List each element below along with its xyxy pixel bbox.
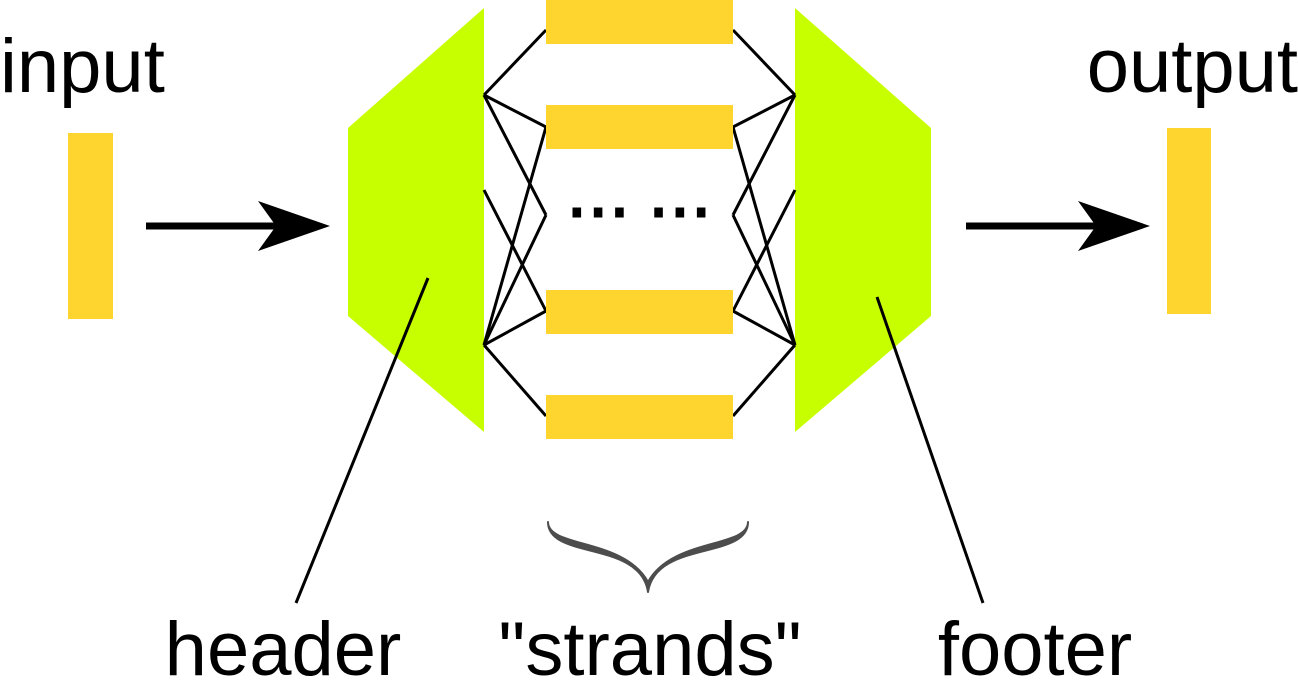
strand-block [546,395,733,439]
input-block [68,133,113,319]
strands-label: "strands" [498,607,801,681]
strand-block [546,105,733,149]
input-arrow-head [258,201,330,251]
output-arrow-head [1078,201,1150,251]
strand-connections [482,28,797,417]
footer-panel [795,8,931,432]
input-label: input [0,24,165,109]
strand-block [546,0,733,44]
header-panel [348,8,484,432]
strand-block [546,290,733,334]
footer-pointer-line [875,296,985,604]
strands-brace [547,521,749,593]
strand-ellipsis: ⋯ ⋯ [566,174,712,246]
header-pointer-line [294,277,430,604]
output-block [1167,128,1211,314]
footer-label: footer [938,607,1132,681]
output-label: output [1087,24,1298,109]
header-label: header [165,607,402,681]
